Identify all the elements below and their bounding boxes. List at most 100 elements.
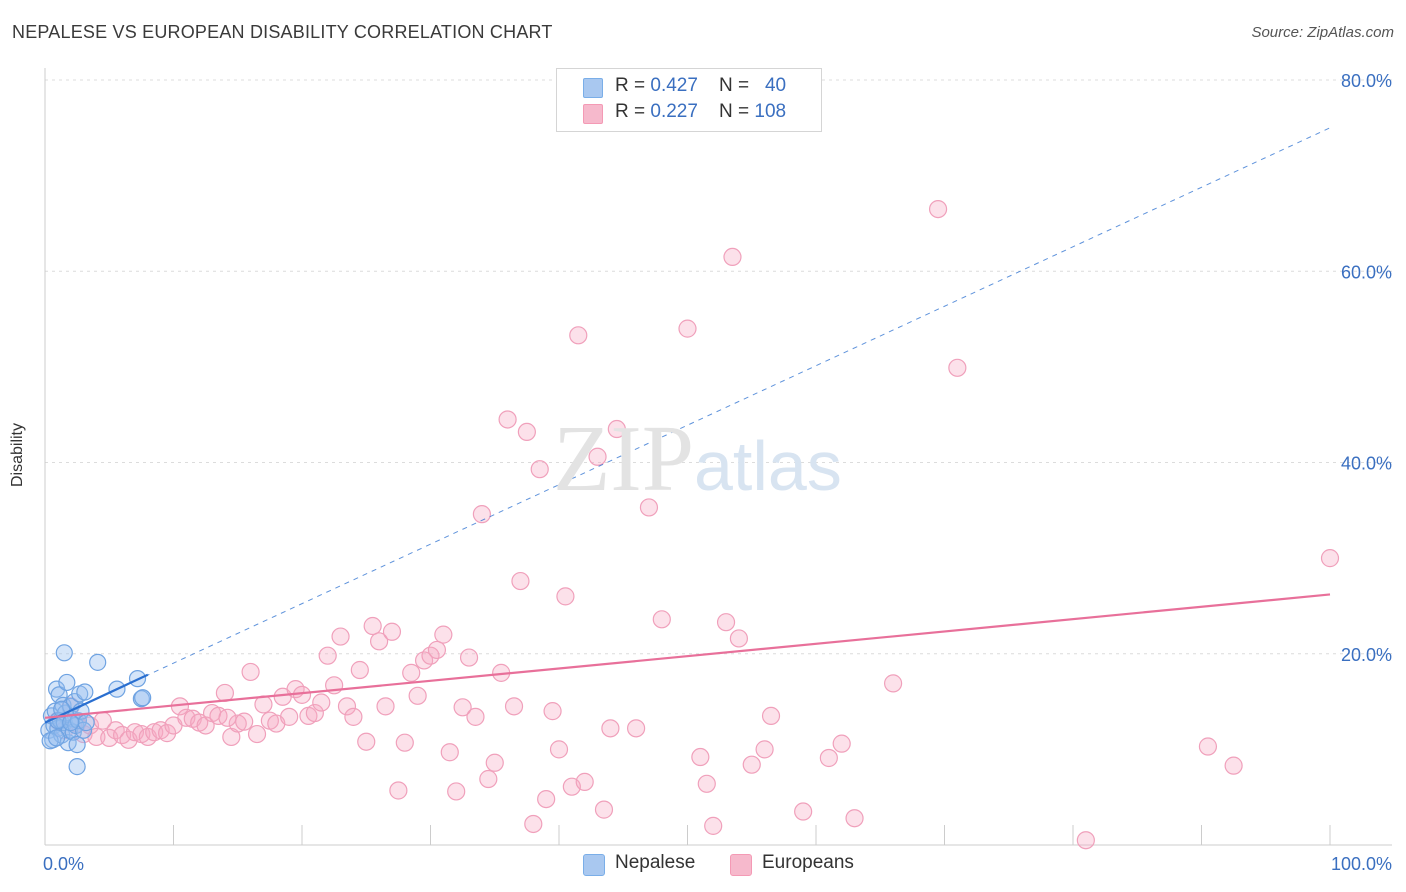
nepalese-point [132, 690, 150, 708]
legend-n-value: 40 [764, 75, 787, 96]
europeans-point [1198, 737, 1218, 756]
nepalese-point [50, 686, 68, 704]
legend-r-label: R = [615, 75, 651, 96]
nepalese-point [58, 673, 76, 692]
europeans-point [607, 419, 626, 439]
nepalese-point [55, 644, 73, 662]
europeans-point [883, 674, 903, 693]
europeans-point [511, 571, 530, 591]
europeans-point [537, 789, 556, 809]
europeans-point [382, 622, 402, 641]
europeans-point [1320, 549, 1340, 568]
europeans-point [729, 629, 749, 648]
europeans-point [575, 772, 594, 791]
europeans-point [928, 199, 948, 219]
europeans-point [145, 723, 164, 742]
nepalese-point [89, 653, 107, 671]
europeans-point [280, 707, 299, 726]
watermark-atlas: atlas [694, 427, 842, 505]
source-credit: Source: ZipAtlas.com [1251, 24, 1394, 41]
europeans-point [549, 740, 569, 759]
trend-lines [44, 127, 1331, 724]
nepalese-point [77, 713, 95, 732]
europeans-swatch-icon [730, 854, 752, 876]
europeans-point [626, 719, 646, 738]
europeans-point [819, 748, 838, 768]
europeans-point [832, 734, 851, 753]
europeans-swatch-icon [583, 104, 603, 124]
europeans-point [639, 498, 659, 517]
y-axis-label: Disability [9, 422, 26, 488]
europeans-point [235, 712, 254, 731]
europeans-point [363, 616, 382, 636]
europeans-point [228, 714, 247, 733]
europeans-point [601, 719, 620, 738]
europeans-point [948, 358, 967, 377]
europeans-point [691, 747, 710, 767]
europeans-point [395, 733, 414, 752]
europeans-point [652, 610, 671, 629]
europeans-point [742, 755, 761, 774]
europeans-point [1076, 831, 1095, 850]
europeans-point [755, 740, 774, 759]
nepalese-swatch-icon [583, 854, 605, 876]
legend-label-europeans: Europeans [762, 852, 854, 873]
bottom-legend-europeans: Europeans [730, 852, 870, 876]
bottom-legend-nepalese: Nepalese [583, 852, 713, 876]
nepalese-point [47, 729, 66, 747]
europeans-point [485, 753, 504, 772]
europeans-point [247, 724, 267, 744]
y-tick-label: 40.0% [1341, 454, 1392, 474]
legend-n-label: N = [719, 75, 755, 96]
europeans-point [498, 410, 517, 429]
europeans-trend-line [44, 593, 1331, 719]
europeans-point [427, 640, 447, 660]
nepalese-point [134, 689, 152, 707]
europeans-point [716, 613, 736, 632]
stats-legend: R = 0.427 N = 40 R = 0.227 N = 108 [556, 68, 822, 132]
europeans-point [305, 703, 324, 723]
europeans-point [459, 648, 479, 667]
gridlines [45, 79, 1392, 655]
y-tick-label: 80.0% [1341, 71, 1392, 91]
x-tick-label: 100.0% [1331, 854, 1392, 874]
europeans-point [543, 702, 562, 721]
europeans-point [447, 782, 466, 801]
nepalese-trend-line [44, 673, 149, 724]
europeans-point [472, 505, 491, 524]
watermark: ZIPatlas [553, 405, 842, 513]
europeans-point [331, 627, 350, 646]
tick-labels: 20.0% 40.0% 60.0% 80.0% 0.0% 100.0% [43, 71, 1392, 874]
x-tick-label: 0.0% [43, 854, 84, 874]
europeans-point [504, 697, 524, 716]
europeans-point [318, 646, 337, 665]
nepalese-point [68, 735, 86, 754]
europeans-point [312, 693, 331, 712]
europeans-point [556, 587, 575, 606]
europeans-point [517, 422, 536, 441]
nepalese-point [68, 757, 86, 776]
europeans-point [350, 660, 369, 680]
europeans-point [434, 625, 453, 644]
europeans-points [48, 199, 1340, 850]
europeans-point [209, 706, 228, 726]
legend-label-nepalese: Nepalese [615, 852, 696, 873]
europeans-point [588, 447, 607, 466]
europeans-point [440, 743, 459, 762]
europeans-point [678, 319, 697, 338]
europeans-point [370, 632, 389, 651]
europeans-point [1224, 756, 1243, 775]
europeans-point [761, 706, 781, 726]
europeans-point [594, 800, 614, 819]
europeans-point [337, 697, 357, 716]
nepalese-swatch-icon [583, 78, 603, 98]
chart-title: NEPALESE VS EUROPEAN DISABILITY CORRELAT… [12, 22, 553, 42]
europeans-point [466, 707, 485, 726]
europeans-point [524, 814, 543, 834]
europeans-point [344, 707, 363, 726]
europeans-point [402, 663, 421, 682]
europeans-point [845, 809, 864, 828]
legend-r-value: 0.227 [650, 101, 698, 122]
europeans-point [723, 247, 742, 267]
